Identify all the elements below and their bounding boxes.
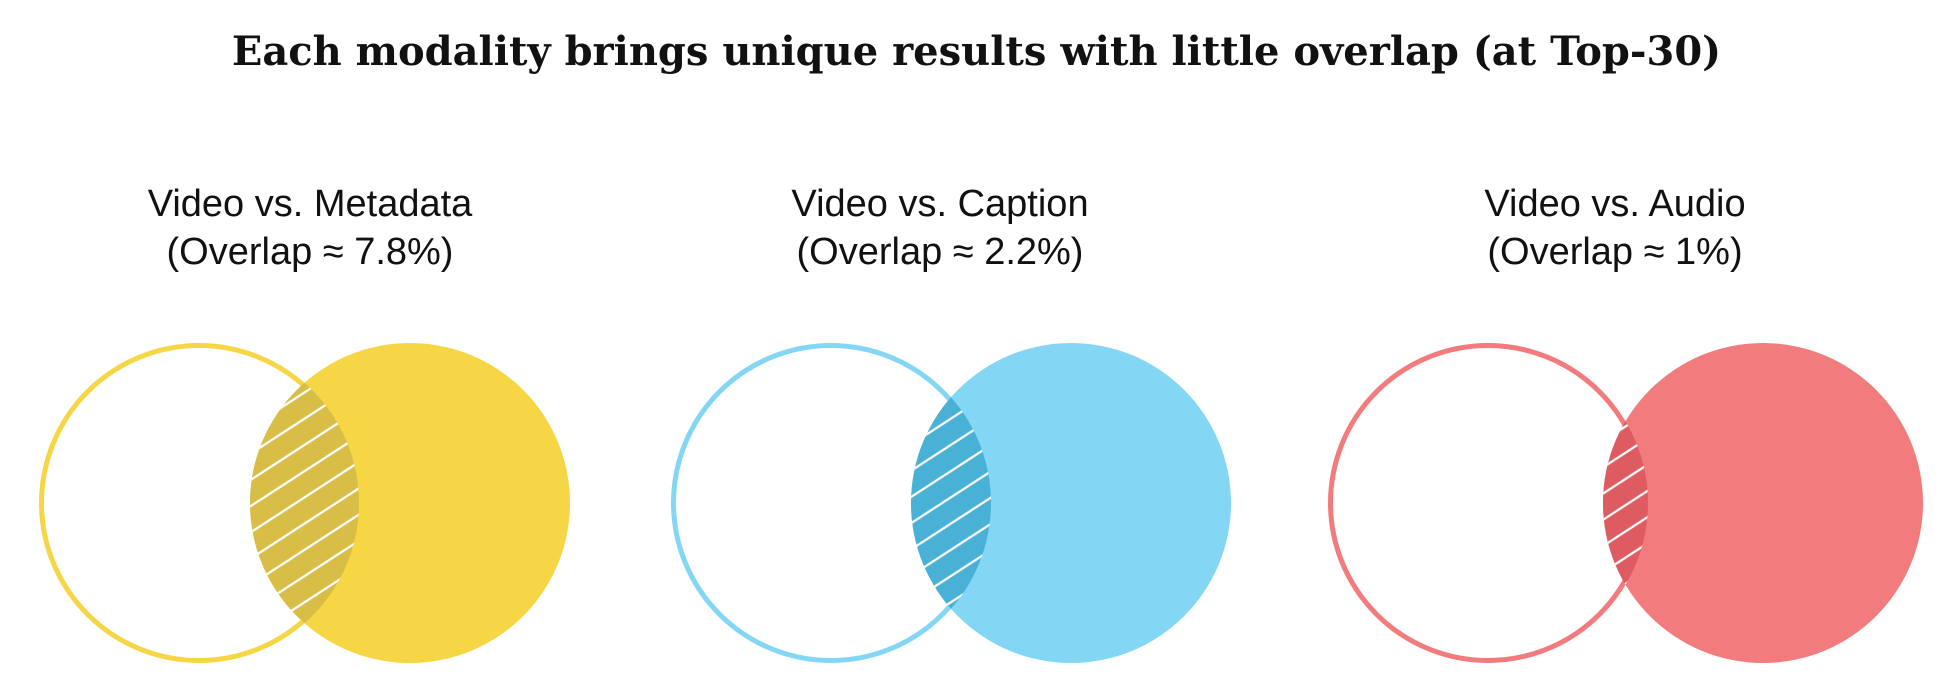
chart-title: Each modality brings unique results with… [231, 28, 1722, 75]
venn-panel-3 [1328, 343, 1923, 663]
left-set-circle [1328, 343, 1648, 663]
venn-panel-2 [671, 343, 1231, 663]
right-set-circle [1603, 343, 1923, 663]
overlap-region [250, 343, 359, 663]
panel-name: Video vs. Caption [791, 183, 1089, 225]
overlap-label: (Overlap ≈ 1%) [1487, 231, 1743, 273]
right-set-circle [911, 343, 1231, 663]
panel-title-audio: Video vs. Audio (Overlap ≈ 1%) [1305, 180, 1925, 276]
panel-title-caption: Video vs. Caption (Overlap ≈ 2.2%) [630, 180, 1250, 276]
panel-name: Video vs. Metadata [147, 183, 473, 225]
venn-panel-1 [39, 343, 570, 663]
overlap-label: (Overlap ≈ 2.2%) [796, 231, 1084, 273]
panel-name: Video vs. Audio [1484, 183, 1746, 225]
panel-title-metadata: Video vs. Metadata (Overlap ≈ 7.8%) [0, 180, 620, 276]
overlap-label: (Overlap ≈ 7.8%) [166, 231, 454, 273]
